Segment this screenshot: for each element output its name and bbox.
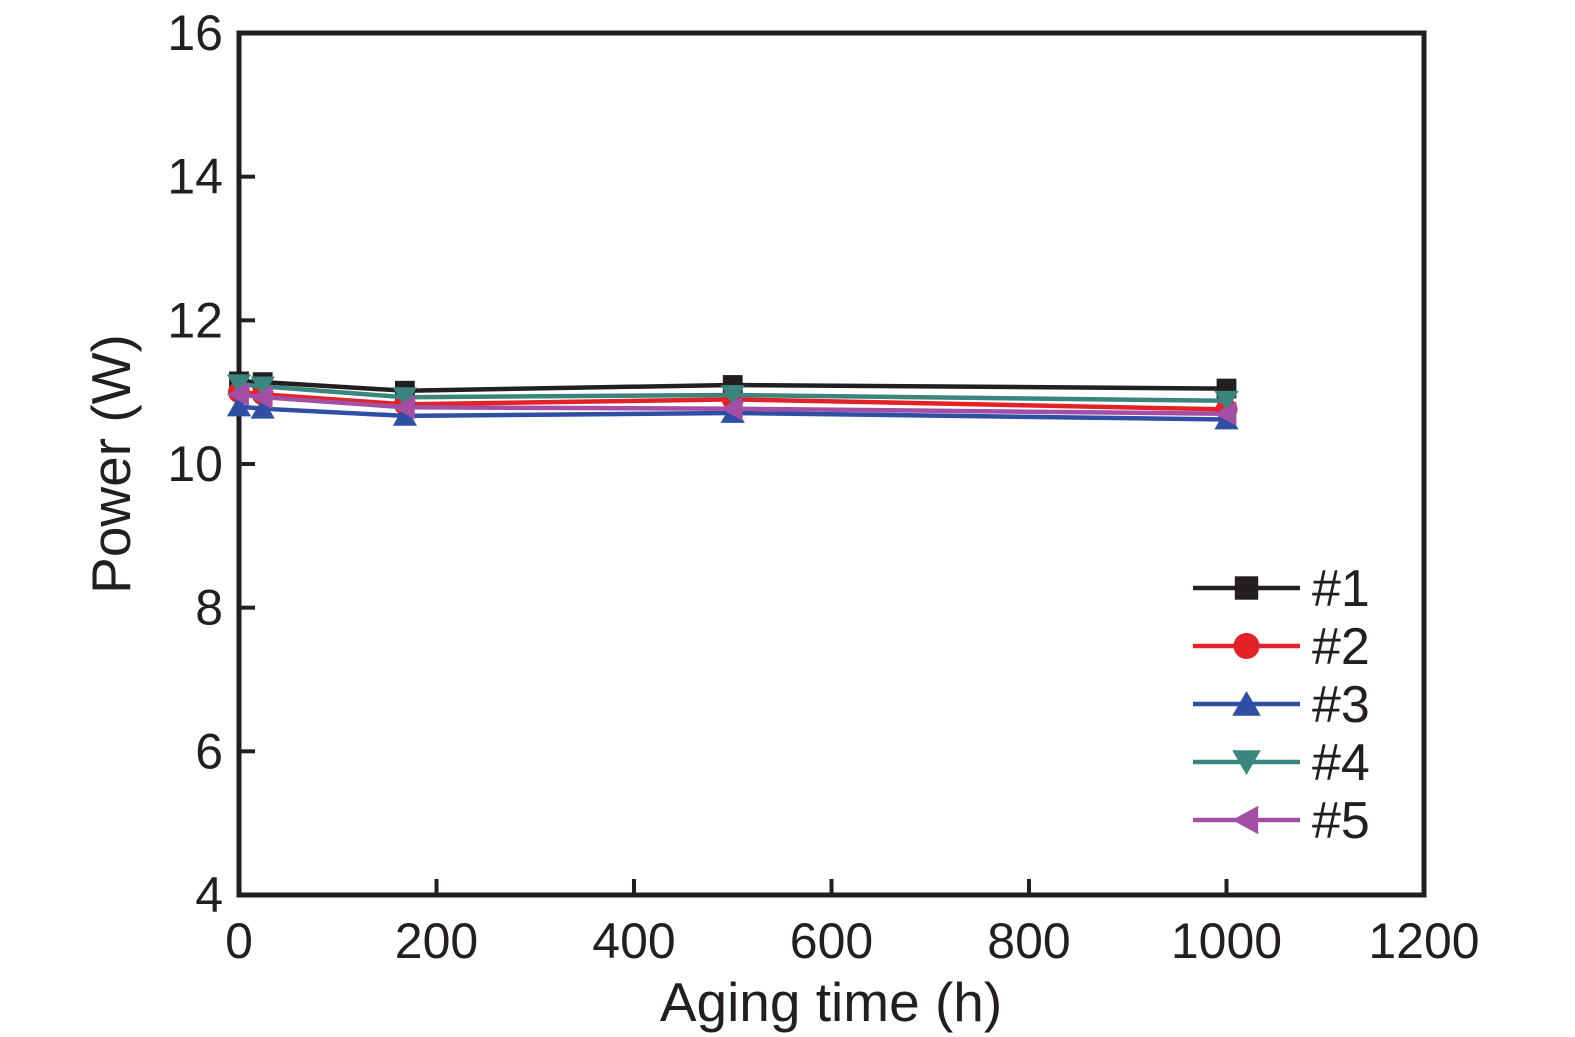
y-axis-ticks: 4 6 8 10 12 14 16 xyxy=(167,5,255,923)
triangle-left-marker xyxy=(1232,805,1259,835)
triangle-down-marker xyxy=(250,376,275,398)
triangle-up-marker xyxy=(250,397,275,419)
y-tick-label: 6 xyxy=(195,723,223,779)
y-tick-label: 16 xyxy=(167,5,223,61)
x-tick-label: 0 xyxy=(225,913,253,969)
x-tick-label: 400 xyxy=(592,913,675,969)
square-marker xyxy=(1234,576,1259,600)
legend-item-2: #2 xyxy=(1193,618,1370,676)
legend: #1#2#3#4#5 xyxy=(1193,560,1370,850)
circle-marker xyxy=(1233,633,1260,659)
data-series xyxy=(226,371,1239,430)
triangle-down-marker xyxy=(392,387,417,409)
triangle-up-marker xyxy=(226,395,252,417)
triangle-up-marker xyxy=(392,404,417,426)
y-tick-label: 10 xyxy=(167,436,223,492)
y-tick-label: 8 xyxy=(195,580,223,636)
triangle-left-marker xyxy=(392,395,415,420)
legend-label: #1 xyxy=(1312,560,1370,618)
triangle-down-marker xyxy=(226,374,252,396)
triangle-down-marker xyxy=(720,385,745,407)
x-tick-label: 1000 xyxy=(1171,913,1282,969)
y-tick-label: 14 xyxy=(167,149,223,205)
triangle-left-marker xyxy=(1214,401,1237,426)
x-tick-label: 200 xyxy=(395,913,478,969)
x-tick-label: 1200 xyxy=(1368,913,1479,969)
triangle-up-marker xyxy=(1232,691,1261,716)
y-tick-label: 4 xyxy=(195,867,223,923)
legend-item-5: #5 xyxy=(1193,792,1370,850)
legend-item-4: #4 xyxy=(1193,734,1370,792)
y-axis-label: Power (W) xyxy=(80,334,142,594)
series-5 xyxy=(226,382,1237,426)
legend-label: #3 xyxy=(1312,676,1370,734)
legend-label: #4 xyxy=(1312,734,1370,792)
triangle-left-marker xyxy=(720,396,743,421)
legend-label: #5 xyxy=(1312,792,1370,850)
triangle-down-marker xyxy=(1214,390,1239,412)
x-tick-label: 600 xyxy=(790,913,873,969)
triangle-left-marker xyxy=(250,385,273,410)
legend-label: #2 xyxy=(1312,618,1370,676)
x-axis-ticks: 0 200 400 600 800 1000 1200 xyxy=(225,879,1480,969)
triangle-down-marker xyxy=(1232,750,1261,775)
legend-item-1: #1 xyxy=(1193,560,1370,618)
y-tick-label: 12 xyxy=(167,292,223,348)
x-axis-label: Aging time (h) xyxy=(660,971,1002,1033)
x-tick-label: 800 xyxy=(987,913,1070,969)
legend-item-3: #3 xyxy=(1193,676,1370,734)
series-4 xyxy=(226,374,1239,412)
triangle-left-marker xyxy=(226,382,249,407)
